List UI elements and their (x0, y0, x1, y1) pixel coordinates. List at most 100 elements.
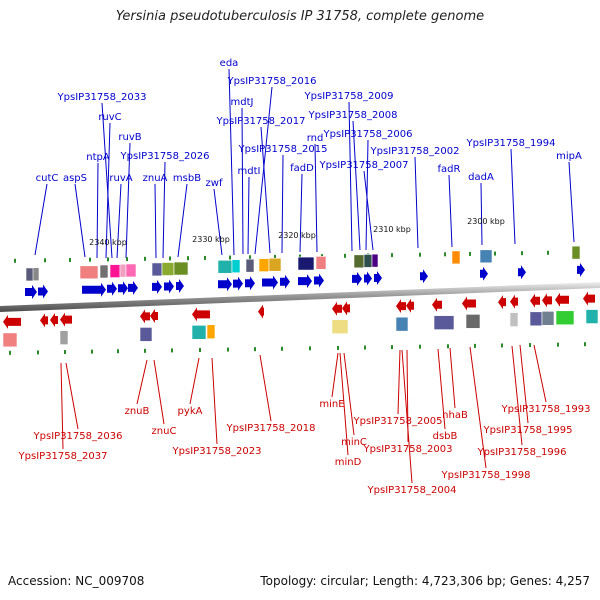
forward-gene-arrow (82, 282, 106, 297)
annotation-block (331, 319, 349, 335)
forward-leader-line (348, 101, 353, 252)
scale-tick (169, 256, 171, 261)
forward-gene-arrow (352, 271, 362, 286)
forward-gene-label: fadR (438, 164, 461, 175)
backbone-line (0, 282, 600, 312)
forward-gene-label: ruvB (118, 132, 141, 143)
forward-leader-line (154, 183, 157, 259)
scale-tick (469, 251, 471, 256)
reverse-gene-label: dsbB (433, 431, 458, 442)
scale-tick (501, 343, 503, 348)
forward-leader-line (101, 102, 113, 259)
forward-gene-arrow (280, 274, 290, 289)
scale-tick (419, 344, 421, 349)
reverse-gene-label: znuC (152, 426, 177, 437)
annotation-block (315, 256, 327, 270)
forward-leader-line (213, 188, 223, 256)
scale-tick (557, 342, 559, 347)
scale-tick (391, 253, 393, 258)
forward-gene-arrow (128, 280, 138, 295)
forward-gene-arrow (298, 274, 312, 289)
reverse-gene-arrow (396, 299, 406, 314)
scale-tick-label: 2320 kbp (278, 231, 316, 240)
forward-gene-arrow (176, 278, 184, 293)
forward-leader-line (96, 162, 99, 259)
reverse-gene-arrow (530, 293, 540, 308)
reverse-gene-label: YpsIP31758_2023 (172, 446, 262, 457)
forward-gene-arrow (218, 277, 232, 292)
forward-gene-label: eda (220, 58, 239, 69)
forward-gene-label: YpsIP31758_2009 (304, 91, 394, 102)
reverse-gene-arrow (406, 298, 414, 313)
scale-tick (204, 255, 206, 260)
scale-tick (144, 256, 146, 261)
annotation-block (245, 258, 255, 273)
reverse-gene-arrow (258, 304, 264, 319)
scale-tick (69, 257, 71, 262)
reverse-gene-label: YpsIP31758_1995 (483, 425, 573, 436)
annotation-block (465, 314, 481, 329)
annotation-block (571, 245, 581, 260)
forward-gene-label: YpsIP31758_2008 (308, 110, 398, 121)
annotation-block (206, 324, 216, 340)
reverse-gene-arrow (432, 297, 442, 312)
reverse-leader-line (65, 362, 79, 430)
forward-gene-arrow (262, 275, 278, 290)
scale-tick (91, 349, 93, 354)
reverse-leader-line (449, 347, 456, 409)
annotation-block (479, 249, 493, 264)
forward-leader-line (34, 183, 48, 256)
scale-tick (89, 257, 91, 262)
forward-leader-line (74, 183, 86, 258)
reverse-gene-label: YpsIP31758_2037 (18, 451, 108, 462)
scale-tick (126, 257, 128, 262)
reverse-leader-line (343, 352, 355, 436)
scale-tick (364, 345, 366, 350)
forward-gene-label: YpsIP31758_2033 (57, 92, 147, 103)
reverse-gene-arrow (150, 309, 158, 323)
forward-gene-label: ntpA (86, 152, 110, 163)
reverse-leader-line (533, 344, 547, 403)
forward-gene-arrow (245, 276, 255, 291)
forward-gene-arrow (480, 266, 488, 281)
reverse-gene-label: minD (335, 457, 362, 468)
forward-gene-label: mdtI (238, 166, 261, 177)
reverse-gene-label: YpsIP31758_2018 (226, 423, 316, 434)
annotation-block (529, 311, 543, 327)
scale-tick (14, 258, 16, 263)
forward-gene-arrow (364, 271, 372, 286)
accession-text: Accession: NC_009708 (8, 574, 145, 588)
scale-tick (474, 343, 476, 348)
reverse-leader-line (259, 354, 272, 422)
scale-tick (64, 350, 66, 355)
reverse-leader-line (189, 357, 200, 405)
forward-gene-label: YpsIP31758_2015 (238, 144, 328, 155)
annotation-block (363, 254, 373, 268)
forward-gene-label: znuA (143, 173, 168, 184)
annotation-block (151, 262, 163, 277)
scale-tick (391, 345, 393, 350)
forward-leader-line (116, 183, 122, 259)
forward-gene-label: aspS (63, 173, 87, 184)
forward-gene-label: YpsIP31758_2026 (120, 151, 210, 162)
annotation-block (231, 259, 241, 274)
forward-gene-label: mipA (556, 151, 582, 162)
reverse-leader-line (511, 345, 523, 446)
annotation-block (32, 267, 40, 281)
reverse-leader-line (401, 349, 413, 484)
forward-gene-arrow (25, 285, 37, 299)
forward-gene-arrow (38, 284, 48, 299)
forward-gene-label: rnd (307, 133, 324, 144)
forward-leader-line (314, 143, 318, 253)
scale-tick (144, 348, 146, 353)
annotation-block (125, 263, 137, 278)
forward-gene-arrow (374, 271, 382, 286)
forward-gene-label: YpsIP31758_2017 (216, 116, 306, 127)
scale-tick (529, 343, 531, 348)
scale-tick (447, 344, 449, 349)
reverse-gene-arrow (140, 309, 150, 324)
forward-leader-line (363, 170, 374, 251)
reverse-gene-label: pykA (178, 406, 203, 417)
scale-tick-label: 2340 kbp (89, 238, 127, 247)
